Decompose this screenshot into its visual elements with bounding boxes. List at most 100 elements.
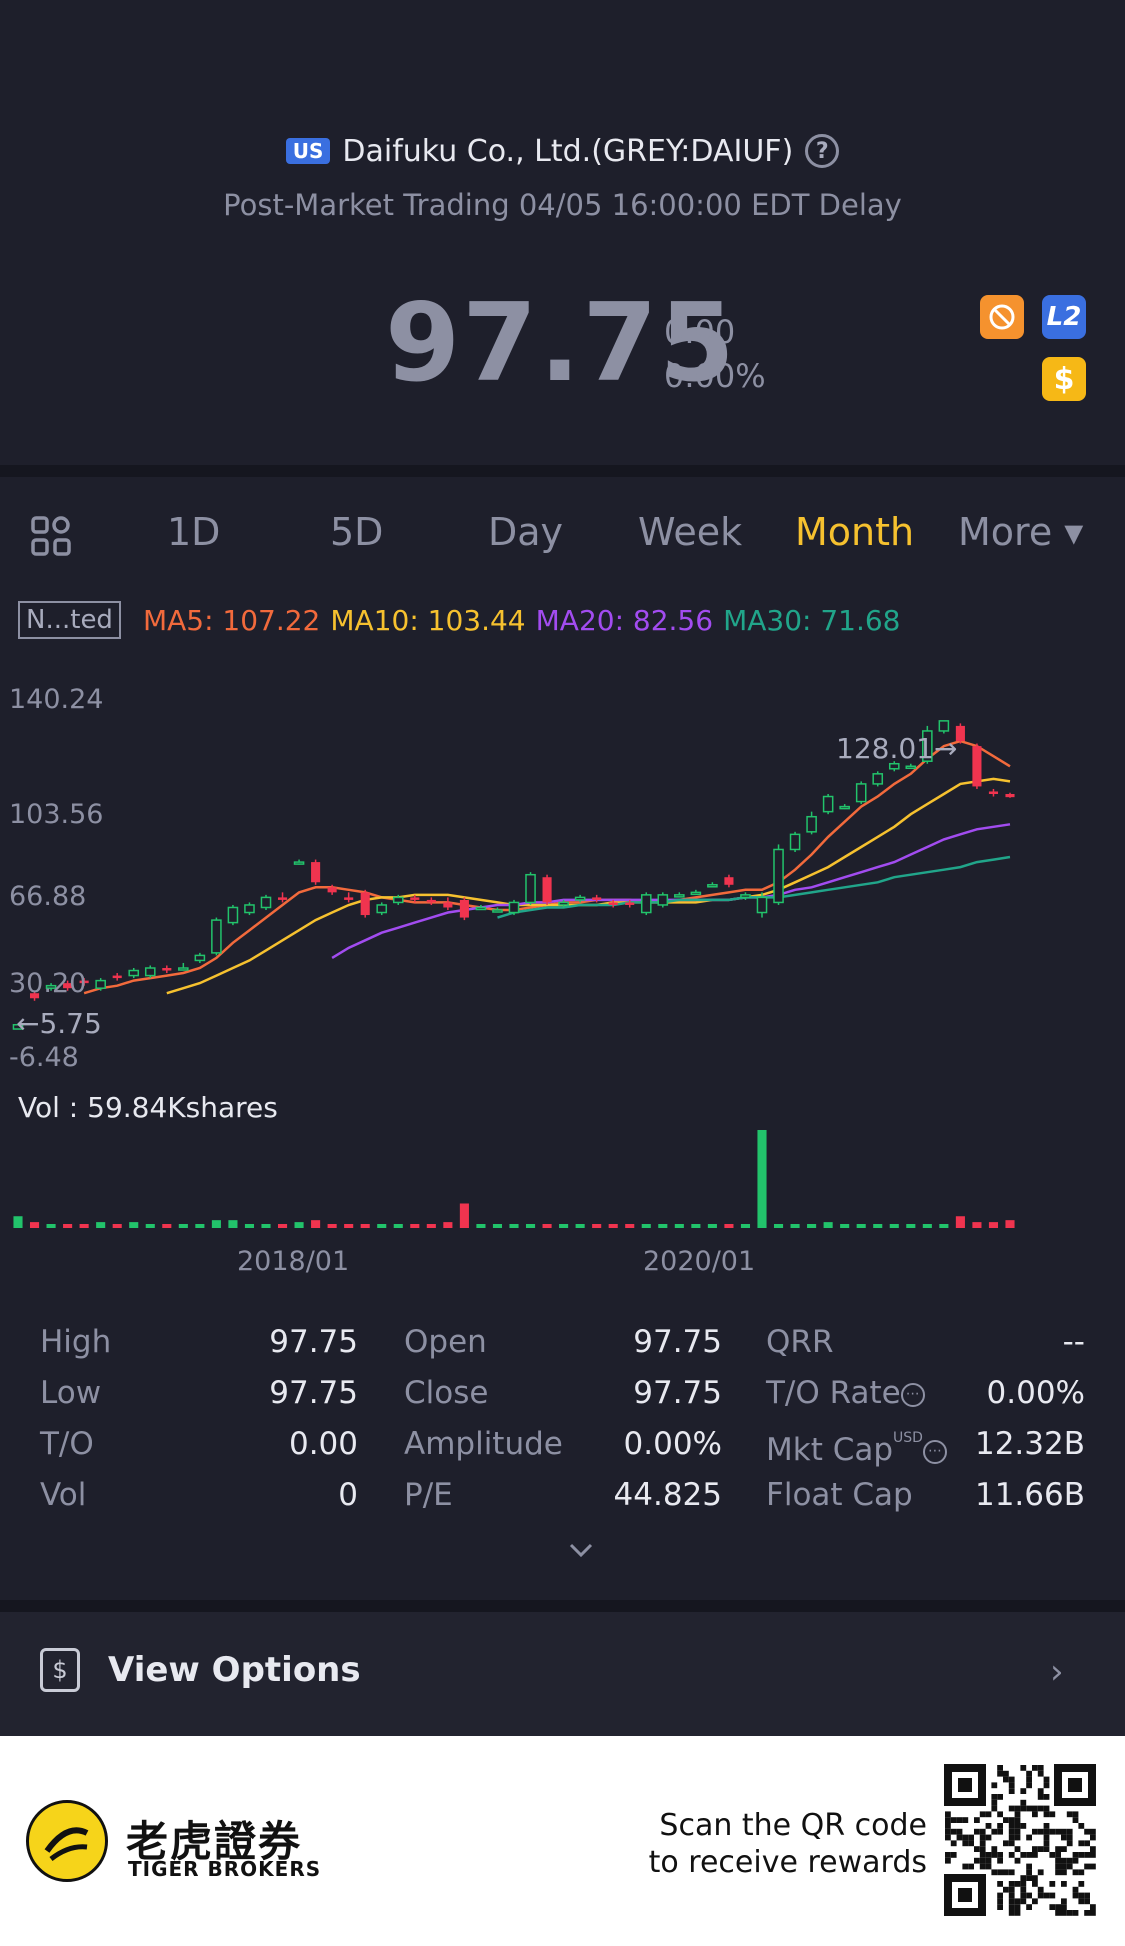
ma5-line — [83, 739, 1011, 995]
stat-value: 0.00% — [623, 1426, 722, 1462]
candle — [888, 761, 900, 772]
section-divider — [0, 1600, 1125, 1612]
tab-day[interactable]: Day — [488, 510, 564, 554]
volume-bar — [691, 1224, 701, 1228]
y-tick: -6.48 — [9, 1042, 79, 1073]
qr-code[interactable] — [942, 1762, 1098, 1918]
stat-label: Low — [40, 1375, 102, 1411]
volume-bar — [228, 1220, 238, 1228]
stat-label: T/O Rate ⋯ — [766, 1375, 925, 1411]
candle — [707, 882, 718, 888]
candle — [410, 894, 420, 903]
high-marker: 128.01→ — [836, 732, 957, 765]
stat-value: 97.75 — [269, 1324, 358, 1360]
help-icon[interactable]: ? — [805, 134, 840, 168]
volume-bar — [393, 1224, 403, 1228]
stat-value: 12.32B — [974, 1426, 1085, 1462]
volume-bar — [426, 1224, 436, 1228]
x-tick: 2020/01 — [643, 1246, 755, 1277]
candle — [640, 892, 652, 916]
tab-month[interactable]: Month — [795, 510, 915, 554]
stat-label: Amplitude — [404, 1426, 563, 1462]
candle — [128, 968, 140, 979]
volume-bar — [906, 1224, 916, 1228]
candle — [542, 874, 552, 905]
candle — [674, 892, 685, 898]
candlestick-chart[interactable]: 140.24 103.56 66.88 30.20 -6.48 128.01→ … — [0, 660, 1125, 1280]
candle — [508, 899, 520, 916]
volume-bar — [377, 1224, 387, 1228]
stock-title: Daifuku Co., Ltd.(GREY:DAIUF) — [342, 133, 794, 169]
volume-bar — [145, 1224, 155, 1228]
candle — [525, 872, 536, 905]
volume-bar — [1005, 1220, 1015, 1228]
candle — [558, 899, 569, 908]
candle — [244, 902, 255, 916]
y-tick: 66.88 — [9, 881, 86, 912]
stat-label: Vol — [40, 1477, 87, 1513]
volume-bar — [641, 1224, 651, 1228]
brand-name-cn: 老虎證券 — [126, 1817, 303, 1866]
volume-bar — [955, 1216, 965, 1228]
candle — [955, 723, 965, 744]
volume-bar — [807, 1224, 817, 1228]
stat-value: -- — [1062, 1324, 1085, 1360]
volume-bar — [492, 1224, 503, 1228]
candle — [277, 892, 288, 903]
stat-label: Float Cap — [766, 1477, 913, 1513]
tab-more[interactable]: More ▾ — [958, 510, 1084, 554]
volume-bar — [988, 1222, 999, 1228]
volume-bar — [294, 1222, 304, 1228]
info-icon[interactable]: ⋯ — [922, 1439, 947, 1464]
view-options-row[interactable] — [0, 1612, 1125, 1736]
ma20-label: MA20: 82.56 — [535, 603, 714, 637]
info-icon[interactable]: ⋯ — [900, 1382, 925, 1407]
expand-chevron-icon[interactable] — [566, 1540, 596, 1560]
volume-bar — [922, 1224, 932, 1228]
volume-bar — [625, 1224, 635, 1228]
stat-label: Open — [404, 1324, 487, 1360]
volume-bar — [757, 1130, 767, 1228]
stat-value: 97.75 — [633, 1324, 722, 1360]
candle — [178, 962, 189, 971]
candle — [773, 844, 784, 905]
no-dividend-icon[interactable] — [980, 295, 1024, 339]
candle — [938, 720, 950, 734]
candle — [443, 897, 453, 911]
volume-bar — [773, 1224, 784, 1228]
level2-icon[interactable]: L2 — [1042, 295, 1086, 339]
tab-week[interactable]: Week — [638, 510, 743, 554]
view-options-label[interactable]: View Options — [108, 1650, 361, 1690]
chevron-right-icon[interactable]: › — [1050, 1652, 1064, 1692]
volume-bar — [29, 1222, 40, 1228]
currency-icon[interactable]: $ — [1042, 357, 1086, 401]
candle — [392, 894, 404, 905]
volume-bar — [823, 1222, 833, 1228]
y-tick: 140.24 — [9, 684, 103, 715]
volume-bar — [311, 1220, 321, 1228]
candle — [194, 952, 206, 963]
candle — [574, 894, 586, 903]
volume-label: Vol : 59.84Kshares — [18, 1091, 278, 1124]
volume-bar — [344, 1224, 354, 1228]
tab-5d[interactable]: 5D — [330, 510, 384, 554]
tab-1d[interactable]: 1D — [167, 510, 221, 554]
volume-bar — [443, 1222, 453, 1228]
stat-label: P/E — [404, 1477, 453, 1513]
y-tick: 30.20 — [9, 968, 86, 999]
volume-bar — [178, 1224, 188, 1228]
volume-bar — [658, 1224, 668, 1228]
volume-bar — [195, 1224, 205, 1228]
volume-bar — [63, 1224, 73, 1228]
volume-bar — [740, 1224, 751, 1228]
stat-value: 0.00 — [288, 1426, 358, 1462]
last-price: 97.75 — [385, 281, 737, 406]
stat-value: 44.825 — [613, 1477, 722, 1513]
ma30-line — [497, 855, 1011, 919]
volume-bar — [840, 1224, 850, 1228]
candle — [45, 983, 57, 991]
layout-grid-icon[interactable] — [30, 515, 72, 557]
candle — [657, 892, 669, 908]
adjust-mode-button[interactable]: N...ted — [18, 601, 121, 639]
candle — [426, 897, 436, 905]
